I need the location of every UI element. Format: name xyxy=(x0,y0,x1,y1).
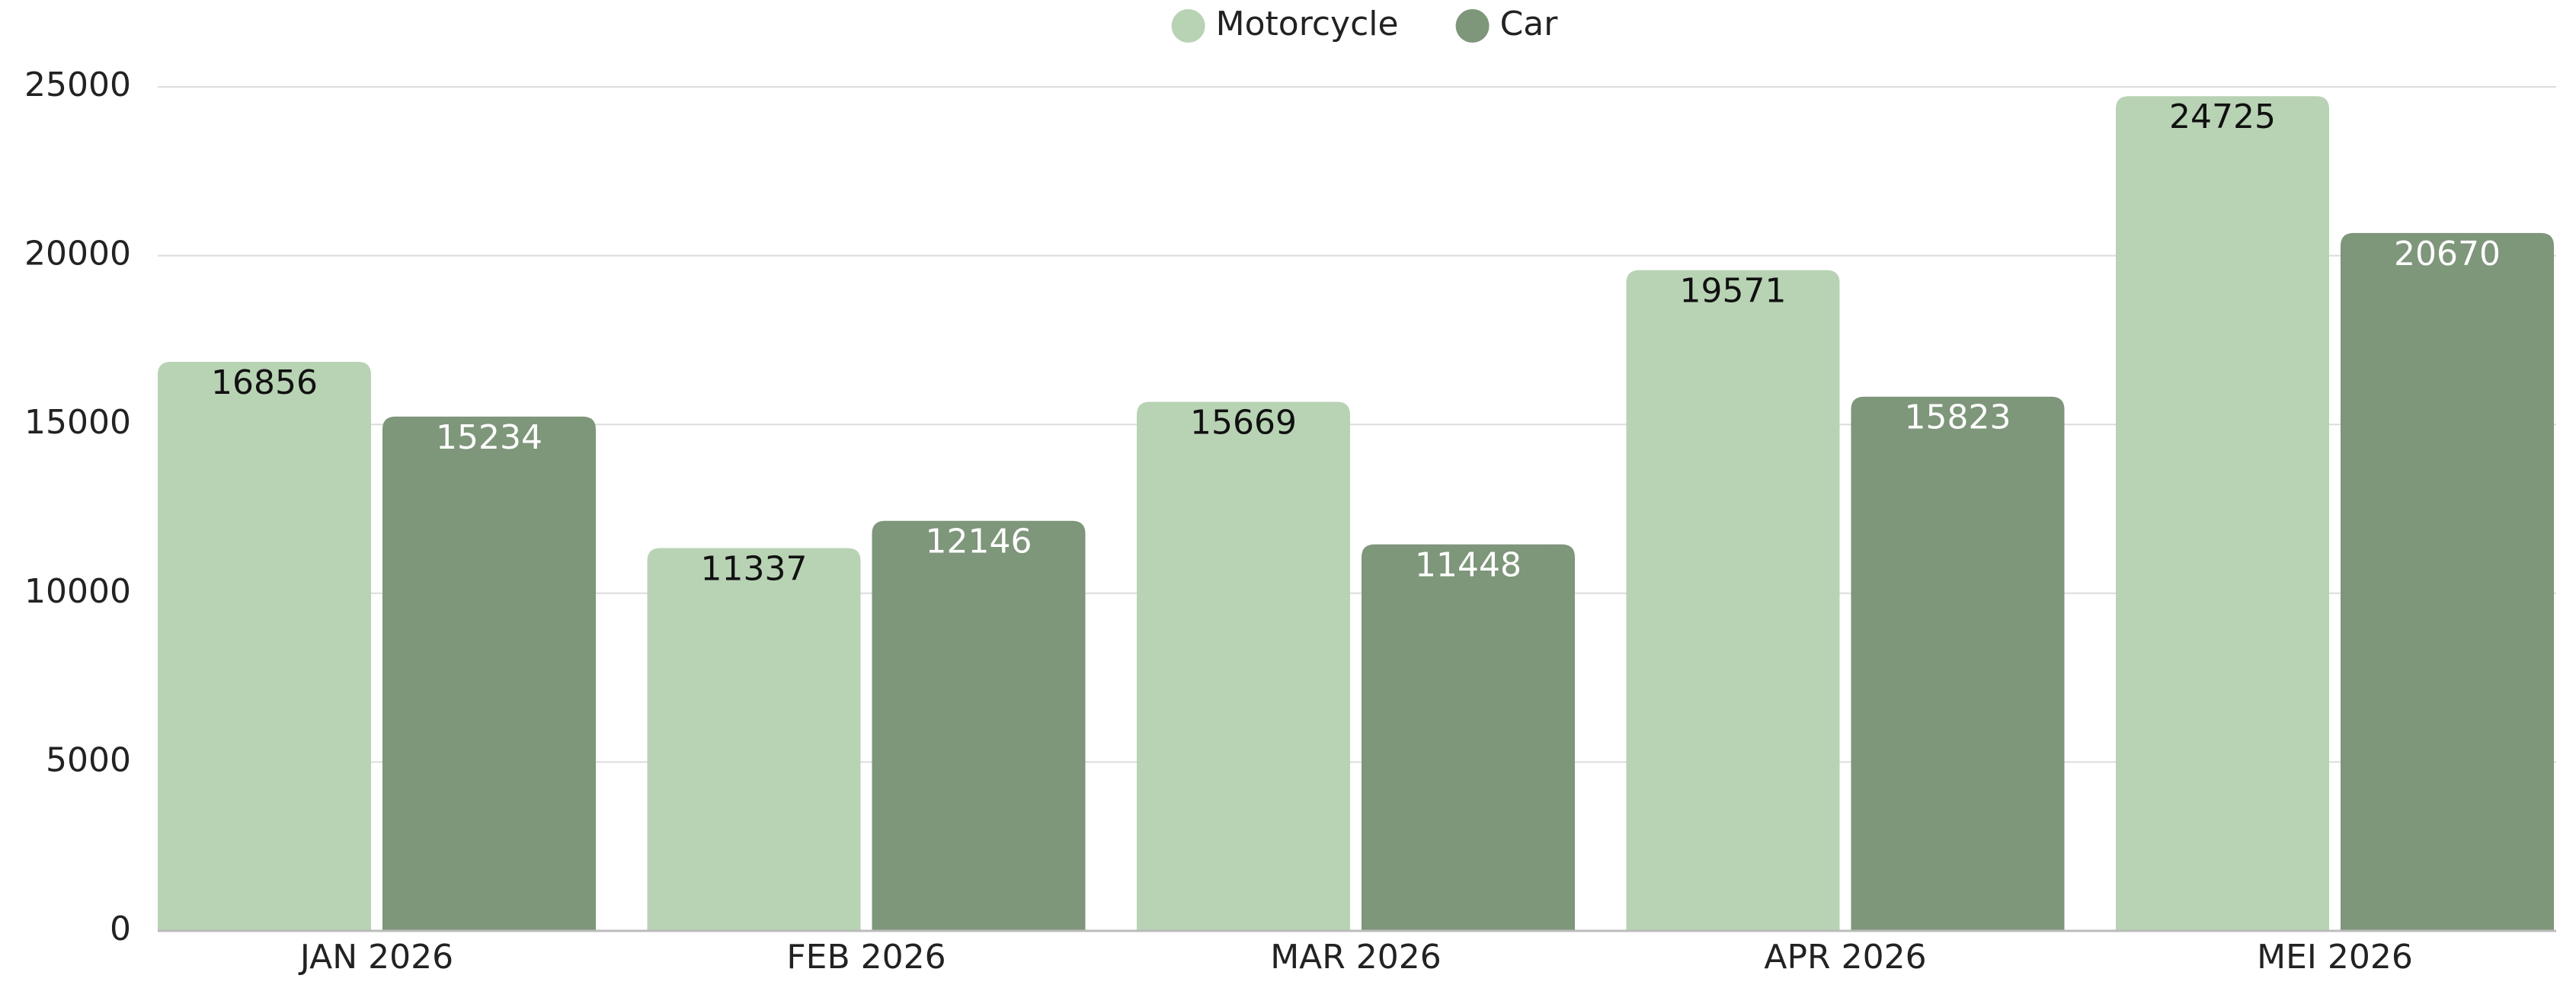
bar xyxy=(1362,544,1575,931)
x-tick-label: MEI 2026 xyxy=(2257,938,2413,977)
value-label: 15823 xyxy=(1905,398,2011,437)
legend-marker xyxy=(1455,9,1490,43)
y-tick-label: 20000 xyxy=(24,235,131,273)
legend-label: Motorcycle xyxy=(1216,5,1399,43)
value-label: 19571 xyxy=(1680,272,1787,311)
bar xyxy=(2116,96,2329,932)
y-tick-label: 15000 xyxy=(24,403,131,442)
bar xyxy=(647,548,861,931)
x-tick-label: JAN 2026 xyxy=(298,938,453,977)
bar xyxy=(2341,232,2554,931)
value-label: 16856 xyxy=(211,363,318,402)
x-tick-label: APR 2026 xyxy=(1764,938,1926,977)
value-label: 15669 xyxy=(1190,404,1297,443)
legend-marker xyxy=(1171,9,1205,43)
value-label: 24725 xyxy=(2169,98,2276,136)
value-label: 11337 xyxy=(701,550,808,589)
legend-label: Car xyxy=(1500,5,1559,43)
bar xyxy=(1851,396,2065,931)
y-tick-label: 25000 xyxy=(24,66,131,104)
bar xyxy=(1626,270,1840,931)
bar xyxy=(1137,401,1350,931)
value-label: 15234 xyxy=(436,418,542,457)
value-label: 20670 xyxy=(2394,235,2501,273)
bar xyxy=(872,520,1086,931)
x-tick-label: FEB 2026 xyxy=(786,938,946,977)
y-tick-label: 10000 xyxy=(24,572,131,611)
bar xyxy=(158,361,371,931)
x-tick-label: MAR 2026 xyxy=(1270,938,1442,977)
value-label: 11448 xyxy=(1415,546,1522,585)
value-label: 12146 xyxy=(926,523,1032,561)
bar xyxy=(382,416,596,931)
y-tick-label: 5000 xyxy=(46,740,131,779)
y-tick-label: 0 xyxy=(110,910,131,948)
